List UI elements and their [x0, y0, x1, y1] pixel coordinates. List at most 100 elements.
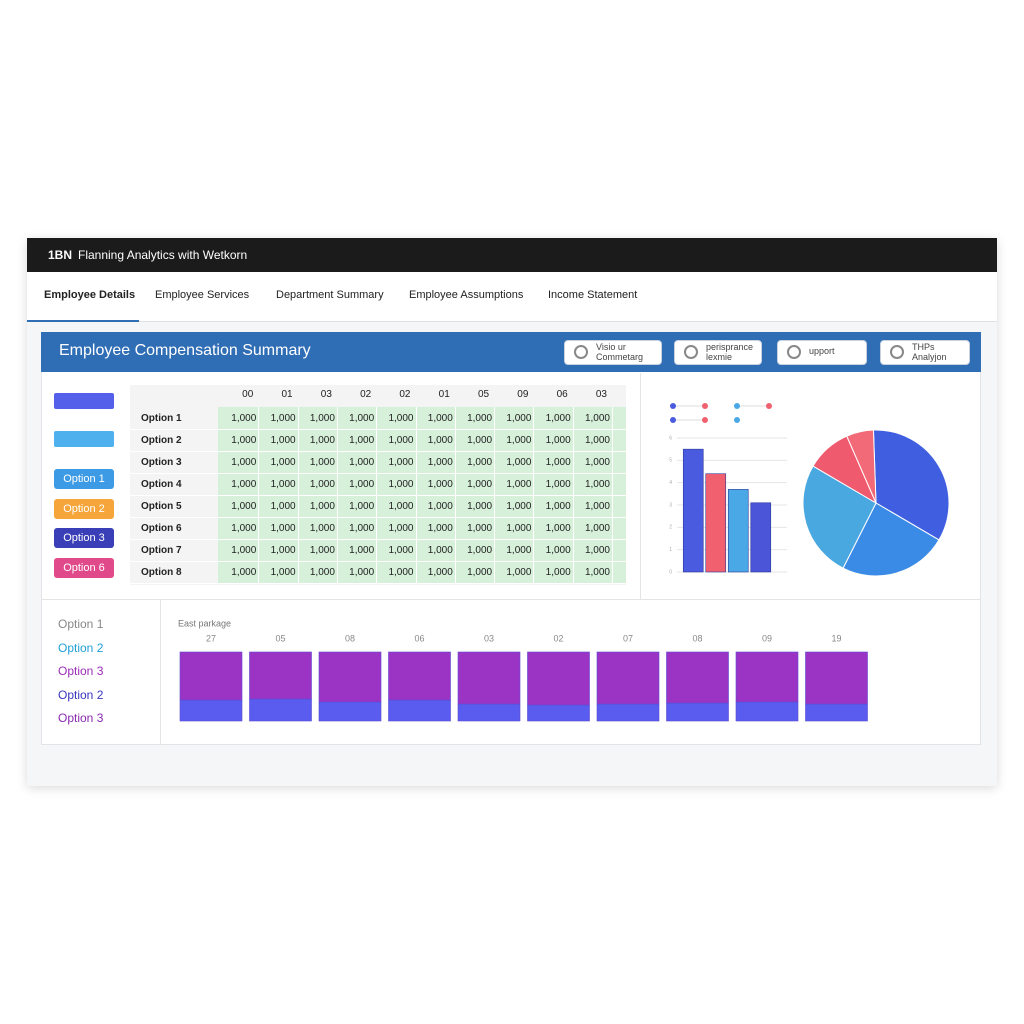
bar-segment [527, 651, 590, 706]
column-header: 01 [438, 389, 450, 400]
tab-indicator [27, 320, 139, 322]
cell: 1,000 [467, 567, 493, 578]
cell: 1,000 [467, 457, 493, 468]
button-icon [684, 345, 698, 359]
column-header: 06 [556, 389, 568, 400]
cell: 1,000 [349, 545, 375, 556]
button-icon [787, 345, 801, 359]
cell: 1,000 [427, 545, 453, 556]
cell: 1,000 [388, 435, 414, 446]
column-header: 02 [360, 389, 372, 400]
cell: 1,000 [545, 501, 571, 512]
x-tick-label: 27 [206, 633, 216, 643]
option-button[interactable] [54, 528, 114, 548]
cell: 1,000 [231, 413, 257, 424]
cell: 1,000 [427, 457, 453, 468]
pie-slice [802, 465, 877, 569]
button-label[interactable]: THPs [912, 342, 935, 352]
option-button[interactable] [54, 557, 114, 578]
list-item[interactable]: Option 2 [58, 640, 104, 655]
bar-segment [735, 701, 799, 722]
row-label: Option 6 [141, 523, 182, 534]
cell: 1,000 [584, 479, 610, 490]
row-label: Option 3 [141, 457, 182, 468]
cell: 1,000 [545, 479, 571, 490]
cell: 1,000 [349, 413, 375, 424]
row-line [130, 451, 626, 452]
cell: 1,000 [309, 523, 335, 534]
option-label[interactable]: Option 6 [63, 561, 105, 574]
tab[interactable]: Employee Details [44, 289, 136, 301]
tab[interactable]: Employee Assumptions [409, 289, 524, 301]
x-tick-label: 07 [623, 633, 633, 643]
bar-segment [318, 651, 382, 703]
tab[interactable]: Income Statement [548, 289, 638, 301]
button-label[interactable]: lexmie [706, 352, 733, 362]
list-item[interactable]: Option 1 [58, 617, 104, 631]
bar-segment [179, 651, 243, 701]
cell: 1,000 [270, 457, 296, 468]
option-label[interactable]: Option 3 [63, 532, 105, 544]
column-header: 09 [517, 389, 529, 400]
cell: 1,000 [506, 413, 532, 424]
cell: 1,000 [506, 567, 532, 578]
row-line [130, 473, 626, 474]
cell: 1,000 [349, 457, 375, 468]
cell: 1,000 [584, 435, 610, 446]
option-button[interactable] [54, 498, 114, 519]
option-label[interactable]: Option 2 [63, 502, 105, 515]
column-header: 00 [242, 389, 254, 400]
bar [705, 473, 727, 573]
list-item[interactable]: Option 3 [58, 664, 104, 678]
cell: 1,000 [545, 567, 571, 578]
button-label[interactable]: upport [809, 346, 835, 356]
cell: 1,000 [270, 501, 296, 512]
option-label[interactable]: Option 1 [63, 473, 105, 485]
bar-segment [735, 651, 799, 703]
tab[interactable]: Employee Services [155, 289, 250, 301]
cell: 1,000 [506, 523, 532, 534]
y-tick-label: 5 [669, 458, 672, 464]
option-button[interactable] [54, 469, 114, 489]
cell: 1,000 [545, 545, 571, 556]
cell: 1,000 [467, 435, 493, 446]
cell: 1,000 [545, 457, 571, 468]
y-tick-label: 0 [669, 569, 672, 575]
bar-segment [318, 701, 382, 722]
x-tick-label: 05 [275, 633, 285, 643]
tab-bar [27, 272, 997, 322]
row-line [130, 539, 626, 540]
cell: 1,000 [231, 435, 257, 446]
cell: 1,000 [231, 501, 257, 512]
tab[interactable]: Department Summary [276, 289, 384, 301]
cell: 1,000 [467, 501, 493, 512]
pie-slice [846, 429, 877, 504]
button-label[interactable]: Commetarg [596, 352, 644, 362]
swatch[interactable] [54, 393, 114, 409]
button-label[interactable]: perisprance [706, 342, 754, 352]
button-label[interactable]: Visio ur [596, 342, 626, 352]
x-tick-label: 08 [345, 633, 355, 643]
cell: 1,000 [506, 501, 532, 512]
bar-segment [457, 651, 521, 705]
cell: 1,000 [349, 523, 375, 534]
list-item[interactable]: Option 3 [58, 711, 104, 725]
cell: 1,000 [506, 457, 532, 468]
cell: 1,000 [545, 523, 571, 534]
button-label[interactable]: Analyjon [912, 352, 947, 362]
bar-segment [457, 703, 521, 722]
cell: 1,000 [427, 501, 453, 512]
list-item[interactable]: Option 2 [58, 687, 104, 702]
cell: 1,000 [231, 545, 257, 556]
cell: 1,000 [584, 457, 610, 468]
cell: 1,000 [270, 545, 296, 556]
x-tick-label: 09 [762, 633, 772, 643]
y-tick-label: 3 [669, 502, 672, 508]
cell: 1,000 [584, 567, 610, 578]
cell: 1,000 [270, 479, 296, 490]
button-icon [574, 345, 588, 359]
bar-segment [666, 651, 729, 704]
cell: 1,000 [584, 413, 610, 424]
bar [750, 502, 772, 573]
swatch[interactable] [54, 431, 114, 447]
